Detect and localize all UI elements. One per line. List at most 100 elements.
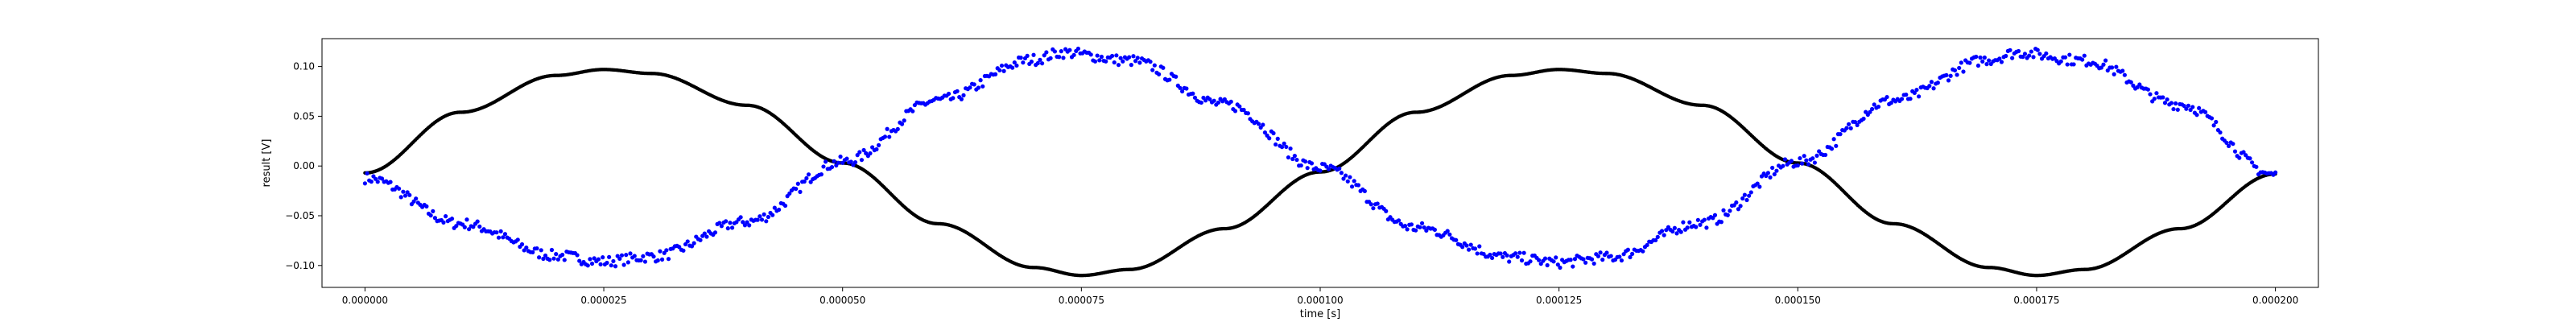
data-point — [1999, 60, 2004, 64]
data-point — [2154, 91, 2159, 96]
data-point — [1104, 59, 1108, 64]
data-point — [819, 172, 824, 177]
data-point — [1432, 227, 1437, 233]
data-point — [2016, 48, 2021, 54]
x-tick-label: 0.000100 — [1297, 295, 1343, 306]
data-point — [617, 256, 622, 262]
data-point — [1702, 217, 1707, 222]
data-point — [1982, 55, 1987, 60]
y-axis: −0.10 −0.05 0.00 0.05 0.10 — [285, 61, 322, 271]
data-point — [2162, 101, 2168, 105]
data-point — [899, 122, 905, 126]
data-point — [388, 180, 393, 184]
data-point — [1150, 68, 1155, 72]
data-point — [611, 258, 616, 264]
data-point — [1127, 55, 1132, 60]
data-point — [1298, 163, 1303, 168]
data-point — [1044, 50, 1049, 55]
data-point — [1345, 179, 1350, 184]
data-point — [1838, 132, 1843, 137]
data-point — [1191, 91, 1195, 96]
data-point — [1662, 233, 1666, 237]
data-point — [2250, 160, 2255, 165]
data-point — [821, 164, 826, 169]
data-point — [1029, 60, 1034, 64]
data-point — [1010, 65, 1015, 70]
data-point — [2099, 65, 2103, 70]
data-point — [666, 257, 671, 262]
data-point — [755, 217, 760, 222]
data-point — [1274, 142, 1278, 147]
data-point — [535, 246, 539, 251]
data-point — [1823, 152, 1828, 158]
data-point — [762, 212, 766, 217]
data-point — [1352, 179, 1356, 184]
data-point — [1368, 202, 1373, 207]
data-point — [1309, 161, 1315, 166]
data-point — [1014, 63, 1019, 68]
data-point — [1931, 86, 1936, 91]
data-point — [2114, 64, 2119, 69]
data-point — [852, 160, 858, 165]
data-point — [1583, 260, 1588, 265]
data-point — [2197, 105, 2202, 110]
data-point — [2010, 56, 2015, 60]
data-point — [1917, 94, 1922, 99]
data-point — [477, 224, 482, 229]
data-point — [401, 189, 406, 194]
data-point — [795, 181, 800, 186]
data-point — [961, 93, 966, 97]
data-point — [1806, 162, 1811, 167]
data-point — [1528, 259, 1533, 264]
data-point — [589, 261, 595, 266]
data-point — [638, 258, 643, 262]
data-point — [1868, 109, 1872, 114]
data-point — [2128, 80, 2133, 85]
data-point — [1294, 157, 1299, 163]
data-point — [719, 224, 724, 229]
data-point — [2231, 142, 2235, 147]
y-tick-label: 0.05 — [293, 110, 315, 122]
data-point — [1445, 229, 1450, 233]
data-point — [628, 251, 633, 256]
data-point — [1507, 259, 1512, 264]
data-point — [659, 257, 665, 262]
data-point — [575, 253, 580, 258]
data-point — [494, 230, 499, 235]
data-point — [1747, 193, 1752, 198]
data-point — [1184, 86, 1189, 91]
data-point — [1829, 147, 1835, 151]
data-point — [1349, 184, 1355, 189]
data-point — [1704, 225, 1709, 230]
data-point — [2031, 55, 2036, 60]
data-point — [1630, 251, 1635, 256]
data-point — [1537, 258, 1542, 262]
data-point — [624, 253, 629, 258]
data-point — [1097, 58, 1102, 63]
data-point — [1095, 53, 1100, 58]
data-point — [2022, 52, 2028, 56]
data-point — [2120, 68, 2125, 73]
data-point — [1974, 54, 1979, 60]
data-point — [379, 176, 385, 181]
data-point — [1517, 250, 1522, 255]
data-point — [1621, 252, 1626, 257]
data-point — [539, 248, 543, 253]
data-point — [1581, 257, 1586, 262]
data-point — [759, 217, 765, 222]
data-point — [407, 192, 412, 197]
data-point — [2027, 53, 2032, 58]
data-point — [1959, 60, 1963, 65]
data-point — [968, 85, 972, 90]
data-point — [449, 217, 455, 221]
data-point — [1740, 196, 1745, 201]
data-point — [1810, 156, 1815, 161]
data-point — [1659, 229, 1665, 233]
data-point — [1608, 254, 1613, 258]
data-point — [549, 247, 555, 253]
data-point — [543, 253, 548, 258]
data-point — [1099, 54, 1104, 60]
data-point — [1267, 136, 1272, 141]
data-point — [1984, 62, 1989, 67]
